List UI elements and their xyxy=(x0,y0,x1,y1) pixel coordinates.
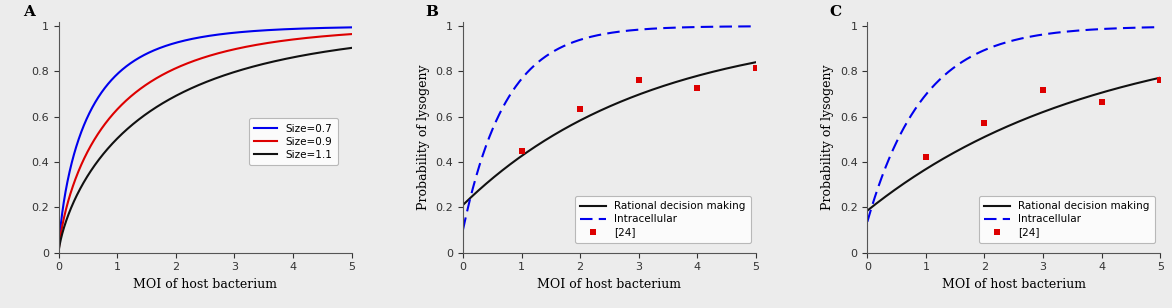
Intracellular xyxy=(642,27,656,31)
[24] xyxy=(573,107,587,111)
Size=1.1 xyxy=(230,70,244,73)
Line: Rational decision making: Rational decision making xyxy=(867,78,1160,211)
Line: Size=1.1: Size=1.1 xyxy=(59,48,352,253)
X-axis label: MOI of host bacterium: MOI of host bacterium xyxy=(134,278,277,291)
Intracellular xyxy=(749,24,763,28)
Rational decision making xyxy=(749,60,763,64)
Y-axis label: Probability of lysogeny: Probability of lysogeny xyxy=(417,64,430,210)
Size=1.1 xyxy=(222,72,236,76)
Size=1.1 xyxy=(345,46,359,50)
[24] xyxy=(919,156,933,159)
Rational decision making xyxy=(634,92,648,96)
Intracellular xyxy=(473,159,488,163)
Size=1.1 xyxy=(69,194,83,198)
Intracellular xyxy=(1083,28,1097,32)
Rational decision making xyxy=(642,89,656,92)
Size=0.7 xyxy=(274,28,288,31)
X-axis label: MOI of host bacterium: MOI of host bacterium xyxy=(942,278,1085,291)
Size=1.1 xyxy=(304,52,318,56)
Intracellular xyxy=(1112,26,1126,30)
[24] xyxy=(1095,100,1109,104)
Rational decision making xyxy=(1038,109,1052,113)
Size=0.7 xyxy=(304,26,318,30)
[24] xyxy=(515,149,529,152)
Size=1.1 xyxy=(238,67,252,71)
Rational decision making xyxy=(679,77,693,81)
Size=0.9 xyxy=(222,49,236,52)
[24] xyxy=(632,79,646,82)
Size=0.7 xyxy=(238,30,252,34)
Size=0.9 xyxy=(345,32,359,36)
Legend: Rational decision making, Intracellular, [24]: Rational decision making, Intracellular,… xyxy=(574,196,751,243)
Intracellular xyxy=(634,28,648,31)
Size=1.1 xyxy=(52,251,66,254)
Intracellular xyxy=(1047,31,1061,35)
Size=0.9 xyxy=(52,251,66,254)
Line: Intracellular: Intracellular xyxy=(463,26,756,230)
Rational decision making xyxy=(860,209,874,213)
Intracellular xyxy=(679,26,693,29)
Size=0.7 xyxy=(69,144,83,148)
Line: [24]: [24] xyxy=(519,65,758,153)
Rational decision making xyxy=(1030,112,1044,116)
Rational decision making xyxy=(626,95,640,99)
X-axis label: MOI of host bacterium: MOI of host bacterium xyxy=(538,278,681,291)
Intracellular xyxy=(456,228,470,232)
Rational decision making xyxy=(1083,95,1097,98)
Rational decision making xyxy=(1112,86,1126,90)
Size=0.7 xyxy=(52,251,66,254)
Text: B: B xyxy=(424,5,438,19)
[24] xyxy=(1036,88,1050,91)
Text: C: C xyxy=(829,5,841,19)
Size=1.1 xyxy=(274,58,288,62)
Intracellular xyxy=(1030,34,1044,37)
Rational decision making xyxy=(708,69,722,73)
Size=0.9 xyxy=(304,36,318,39)
Size=0.9 xyxy=(230,47,244,51)
Legend: Rational decision making, Intracellular, [24]: Rational decision making, Intracellular,… xyxy=(979,196,1156,243)
Rational decision making xyxy=(473,186,488,190)
Line: [24]: [24] xyxy=(924,78,1163,160)
Intracellular xyxy=(1153,25,1167,29)
Intracellular xyxy=(708,25,722,29)
Intracellular xyxy=(1038,32,1052,36)
Rational decision making xyxy=(1047,106,1061,110)
Size=0.7 xyxy=(230,31,244,34)
Rational decision making xyxy=(878,195,892,199)
Size=0.7 xyxy=(222,31,236,35)
[24] xyxy=(1153,79,1167,82)
Rational decision making xyxy=(1153,76,1167,79)
Line: Intracellular: Intracellular xyxy=(867,27,1160,222)
Intracellular xyxy=(626,28,640,32)
Size=0.9 xyxy=(274,39,288,43)
Size=0.7 xyxy=(345,26,359,29)
Legend: Size=0.7, Size=0.9, Size=1.1: Size=0.7, Size=0.9, Size=1.1 xyxy=(250,118,338,165)
[24] xyxy=(749,66,763,70)
Intracellular xyxy=(878,166,892,170)
[24] xyxy=(977,122,992,125)
Y-axis label: Probability of lysogeny: Probability of lysogeny xyxy=(822,64,834,210)
Size=0.9 xyxy=(69,174,83,178)
Intracellular xyxy=(860,220,874,224)
Line: Size=0.9: Size=0.9 xyxy=(59,34,352,253)
Text: A: A xyxy=(23,5,35,19)
Rational decision making xyxy=(456,203,470,207)
Size=0.9 xyxy=(238,45,252,49)
Line: Size=0.7: Size=0.7 xyxy=(59,27,352,253)
[24] xyxy=(690,87,704,90)
Line: Rational decision making: Rational decision making xyxy=(463,62,756,205)
